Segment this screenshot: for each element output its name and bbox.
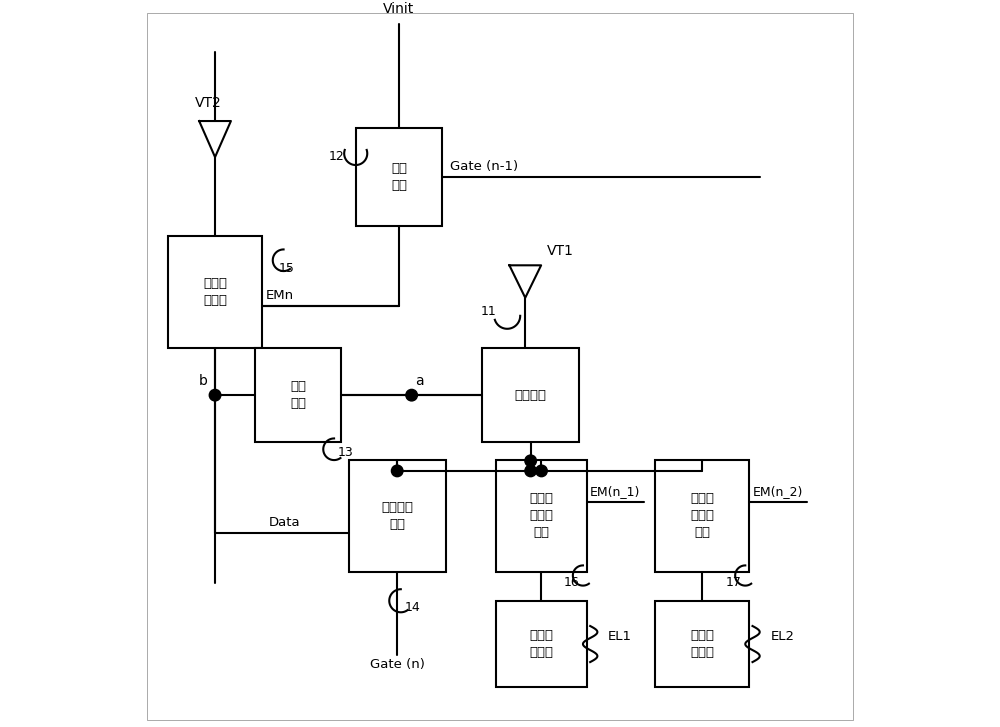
Circle shape [391,465,403,477]
FancyBboxPatch shape [496,601,587,687]
FancyBboxPatch shape [356,128,442,225]
Text: 15: 15 [279,262,294,275]
Circle shape [525,455,536,467]
Text: VT2: VT2 [194,96,221,111]
Text: EMn: EMn [266,289,294,302]
FancyBboxPatch shape [655,601,749,687]
Polygon shape [509,265,541,298]
Text: Vinit: Vinit [383,2,415,17]
Text: b: b [199,374,208,388]
Circle shape [525,465,536,477]
FancyBboxPatch shape [496,460,587,572]
Text: 第二发
光控制
电路: 第二发 光控制 电路 [690,492,714,539]
Text: 补偿控制
电路: 补偿控制 电路 [381,501,413,531]
Text: 储能
电路: 储能 电路 [290,380,306,410]
Text: EM(n_2): EM(n_2) [752,485,803,498]
Text: 11: 11 [481,305,496,318]
Text: Gate (n): Gate (n) [370,659,425,672]
Text: Gate (n-1): Gate (n-1) [450,161,518,173]
Circle shape [406,390,417,401]
Text: EL2: EL2 [771,630,795,643]
FancyBboxPatch shape [168,236,262,348]
Text: EL1: EL1 [608,630,632,643]
Text: 数据写
入电路: 数据写 入电路 [203,278,227,308]
Text: 14: 14 [404,601,420,614]
Text: 17: 17 [726,576,742,589]
Text: 16: 16 [564,576,579,589]
Polygon shape [199,121,231,157]
Text: 第一发
光控制
电路: 第一发 光控制 电路 [529,492,553,539]
Circle shape [209,390,221,401]
Text: VT1: VT1 [547,244,574,258]
Text: 13: 13 [338,446,353,459]
Text: EM(n_1): EM(n_1) [590,485,641,498]
Circle shape [536,465,547,477]
FancyBboxPatch shape [655,460,749,572]
Text: 驱动电路: 驱动电路 [515,389,547,401]
Text: 第二发
光元件: 第二发 光元件 [690,629,714,659]
Text: 12: 12 [329,150,345,163]
Text: Data: Data [269,516,301,529]
Text: 第一发
光元件: 第一发 光元件 [529,629,553,659]
FancyBboxPatch shape [255,348,341,442]
Text: a: a [415,374,424,388]
Text: 初始
电路: 初始 电路 [391,162,407,192]
FancyBboxPatch shape [349,460,446,572]
FancyBboxPatch shape [482,348,579,442]
